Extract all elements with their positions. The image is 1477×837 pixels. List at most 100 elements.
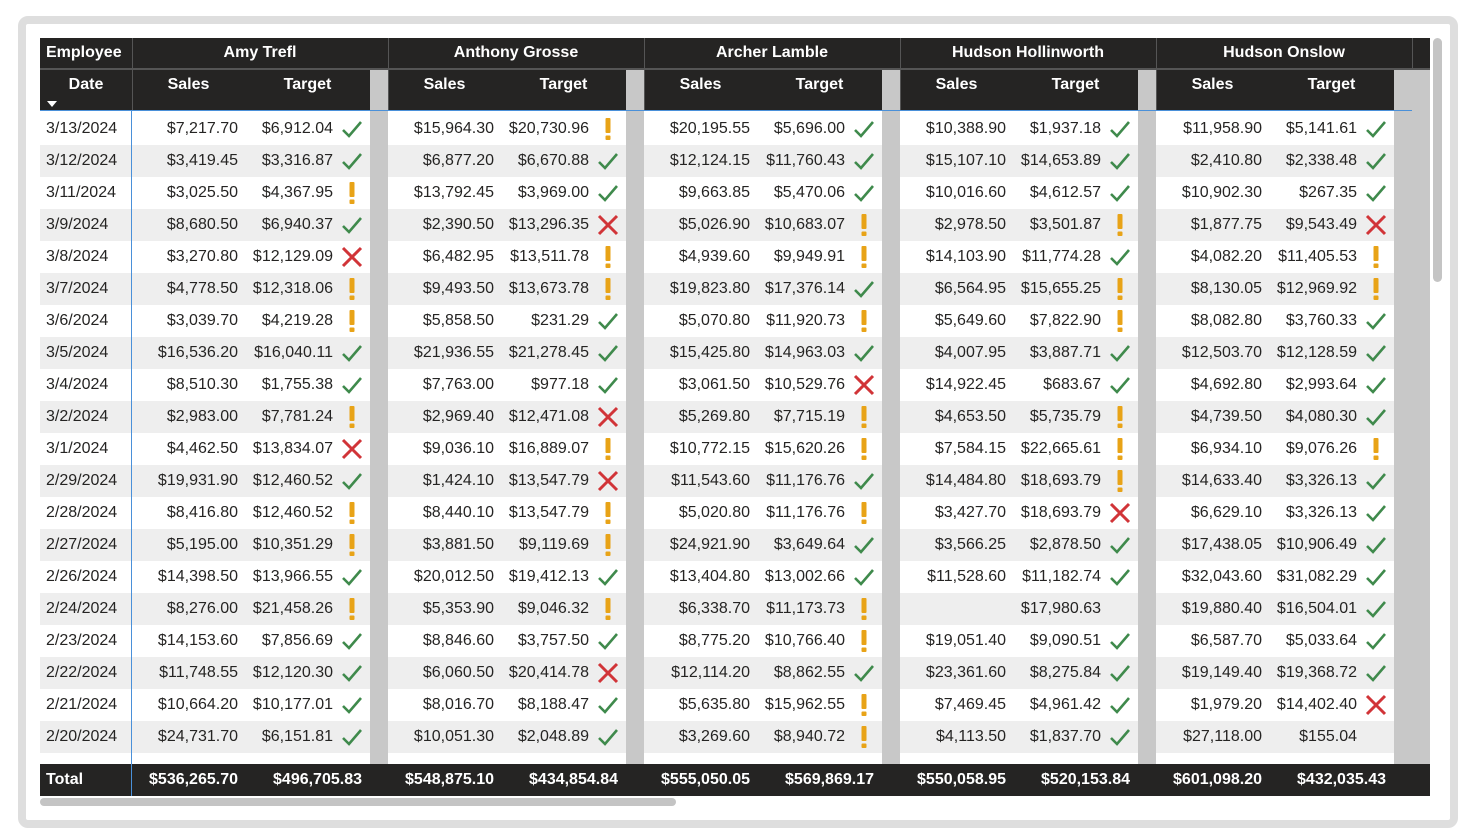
target-cell: $12,129.09	[252, 248, 333, 265]
status-icon	[605, 118, 611, 140]
status-icon	[1117, 214, 1123, 236]
sales-cell: $11,958.90	[1183, 120, 1262, 137]
target-cell: $14,963.03	[764, 344, 845, 361]
status-icon	[342, 729, 362, 746]
sales-cell: $17,438.05	[1181, 536, 1262, 553]
target-cell: $4,080.30	[1285, 408, 1357, 425]
sort-icon[interactable]	[46, 100, 58, 108]
target-header[interactable]: Target	[539, 76, 588, 93]
target-cell: $8,275.84	[1029, 664, 1101, 681]
status-icon	[861, 406, 867, 428]
sort-arrow[interactable]	[46, 95, 58, 107]
status-icon	[597, 214, 619, 236]
column-separator	[626, 68, 644, 764]
status-icon	[597, 470, 619, 492]
sales-cell: $4,082.20	[1190, 248, 1262, 265]
target-cell: $13,547.79	[508, 504, 589, 521]
date-header[interactable]: Date	[68, 76, 104, 93]
total-target: $496,705.83	[273, 771, 362, 788]
target-header[interactable]: Target	[283, 76, 332, 93]
target-cell: $16,040.11	[254, 344, 333, 361]
sales-cell: $2,390.50	[422, 216, 494, 233]
target-cell: $12,460.52	[252, 504, 333, 521]
column-separator	[370, 68, 388, 764]
target-cell: $5,470.06	[773, 184, 845, 201]
sales-cell: $8,016.70	[422, 696, 494, 713]
target-cell: $9,076.26	[1285, 440, 1357, 457]
target-header[interactable]: Target	[795, 76, 844, 93]
target-cell: $155.04	[1299, 728, 1357, 745]
sales-cell: $8,680.50	[166, 216, 238, 233]
date-cell: 2/21/2024	[46, 696, 118, 713]
target-cell: $5,696.00	[773, 120, 845, 137]
target-cell: $13,296.35	[508, 216, 589, 233]
sales-cell: $19,931.90	[157, 472, 238, 489]
status-icon	[1366, 473, 1386, 490]
target-cell: $22,665.61	[1020, 440, 1101, 457]
sales-cell: $5,195.00	[166, 536, 238, 553]
date-cell: 2/23/2024	[46, 632, 118, 649]
row-background	[40, 209, 1412, 241]
sales-cell: $11,748.55	[159, 664, 238, 681]
target-cell: $8,862.55	[773, 664, 845, 681]
target-cell: $267.35	[1299, 184, 1357, 201]
target-cell: $31,082.29	[1276, 568, 1357, 585]
group-divider	[132, 38, 133, 110]
sales-header[interactable]: Sales	[167, 76, 210, 93]
vertical-scrollbar[interactable]	[1433, 38, 1442, 282]
sales-cell: $6,060.50	[422, 664, 494, 681]
sales-cell: $14,398.50	[157, 568, 238, 585]
target-cell: $6,670.88	[517, 152, 589, 169]
sales-header[interactable]: Sales	[679, 76, 722, 93]
sales-header[interactable]: Sales	[935, 76, 978, 93]
sales-cell: $16,536.20	[157, 344, 238, 361]
sales-header[interactable]: Sales	[1191, 76, 1234, 93]
horizontal-scrollbar[interactable]	[40, 798, 676, 806]
sales-cell: $7,584.15	[934, 440, 1006, 457]
total-sales: $555,050.05	[661, 771, 750, 788]
status-icon	[1366, 633, 1386, 650]
status-icon	[861, 246, 867, 268]
row-background	[40, 529, 1412, 561]
sales-cell: $6,564.95	[934, 280, 1006, 297]
target-cell: $17,376.14	[764, 280, 845, 297]
sales-cell: $21,936.55	[413, 344, 494, 361]
matrix: Employee Date Total Amy Trefl Sales Target $53…	[40, 38, 1430, 798]
status-icon	[861, 310, 867, 332]
date-cell: 2/22/2024	[46, 664, 118, 681]
sales-cell: $2,983.00	[166, 408, 238, 425]
employee-name: Hudson Onslow	[1223, 44, 1345, 61]
row-background	[40, 273, 1412, 305]
sales-cell: $27,118.00	[1183, 728, 1262, 745]
status-icon	[342, 217, 362, 234]
target-header[interactable]: Target	[1307, 76, 1356, 93]
column-separator	[1394, 68, 1412, 764]
total-sales: $536,265.70	[149, 771, 238, 788]
status-icon	[1110, 697, 1130, 714]
target-cell: $9,543.49	[1285, 216, 1357, 233]
sales-cell: $2,969.40	[422, 408, 494, 425]
status-icon	[1366, 345, 1386, 362]
sales-header[interactable]: Sales	[423, 76, 466, 93]
target-cell: $3,501.87	[1029, 216, 1101, 233]
status-icon	[342, 569, 362, 586]
target-cell: $1,837.70	[1029, 728, 1101, 745]
target-cell: $5,735.79	[1029, 408, 1101, 425]
target-cell: $11,176.76	[766, 472, 845, 489]
sales-cell: $10,051.30	[413, 728, 494, 745]
sales-cell: $3,269.60	[678, 728, 750, 745]
sales-cell: $20,012.50	[413, 568, 494, 585]
target-cell: $13,511.78	[510, 248, 589, 265]
visual-frame	[18, 16, 1458, 828]
date-cell: 2/26/2024	[46, 568, 118, 585]
status-icon	[861, 630, 867, 652]
target-cell: $8,940.72	[773, 728, 845, 745]
status-icon	[605, 246, 611, 268]
sales-cell: $3,566.25	[934, 536, 1006, 553]
target-header[interactable]: Target	[1051, 76, 1100, 93]
sales-cell: $1,877.75	[1190, 216, 1262, 233]
employee-name: Hudson Hollinworth	[952, 44, 1104, 61]
status-icon	[349, 598, 355, 620]
status-icon	[1373, 438, 1379, 460]
target-cell: $20,730.96	[508, 120, 589, 137]
